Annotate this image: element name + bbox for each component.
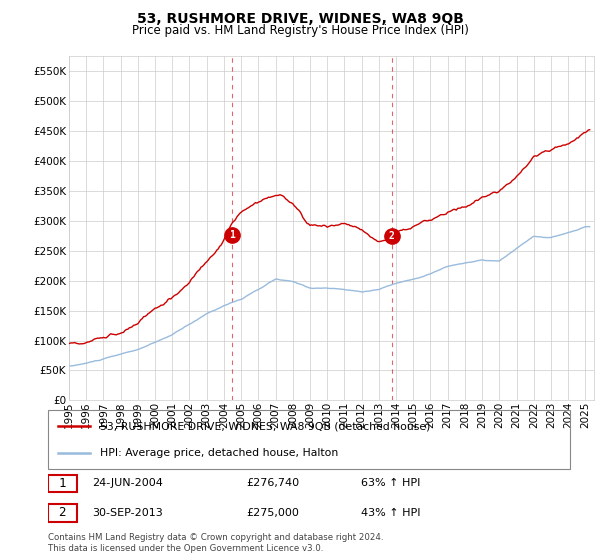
Text: £275,000: £275,000 bbox=[247, 508, 299, 518]
Text: 2: 2 bbox=[59, 506, 66, 519]
Text: HPI: Average price, detached house, Halton: HPI: Average price, detached house, Halt… bbox=[100, 449, 338, 459]
Text: £276,740: £276,740 bbox=[247, 478, 299, 488]
Text: 24-JUN-2004: 24-JUN-2004 bbox=[92, 478, 163, 488]
Text: 1: 1 bbox=[229, 230, 235, 240]
Text: 43% ↑ HPI: 43% ↑ HPI bbox=[361, 508, 421, 518]
Text: 1: 1 bbox=[59, 477, 66, 490]
Text: 2: 2 bbox=[389, 231, 395, 241]
Bar bbox=[48, 475, 77, 492]
Bar bbox=[48, 504, 77, 522]
Text: Price paid vs. HM Land Registry's House Price Index (HPI): Price paid vs. HM Land Registry's House … bbox=[131, 24, 469, 37]
Text: 53, RUSHMORE DRIVE, WIDNES, WA8 9QB: 53, RUSHMORE DRIVE, WIDNES, WA8 9QB bbox=[137, 12, 463, 26]
Text: Contains HM Land Registry data © Crown copyright and database right 2024.
This d: Contains HM Land Registry data © Crown c… bbox=[48, 533, 383, 553]
Text: 30-SEP-2013: 30-SEP-2013 bbox=[92, 508, 163, 518]
Text: 53, RUSHMORE DRIVE, WIDNES, WA8 9QB (detached house): 53, RUSHMORE DRIVE, WIDNES, WA8 9QB (det… bbox=[100, 421, 431, 431]
Text: 63% ↑ HPI: 63% ↑ HPI bbox=[361, 478, 421, 488]
